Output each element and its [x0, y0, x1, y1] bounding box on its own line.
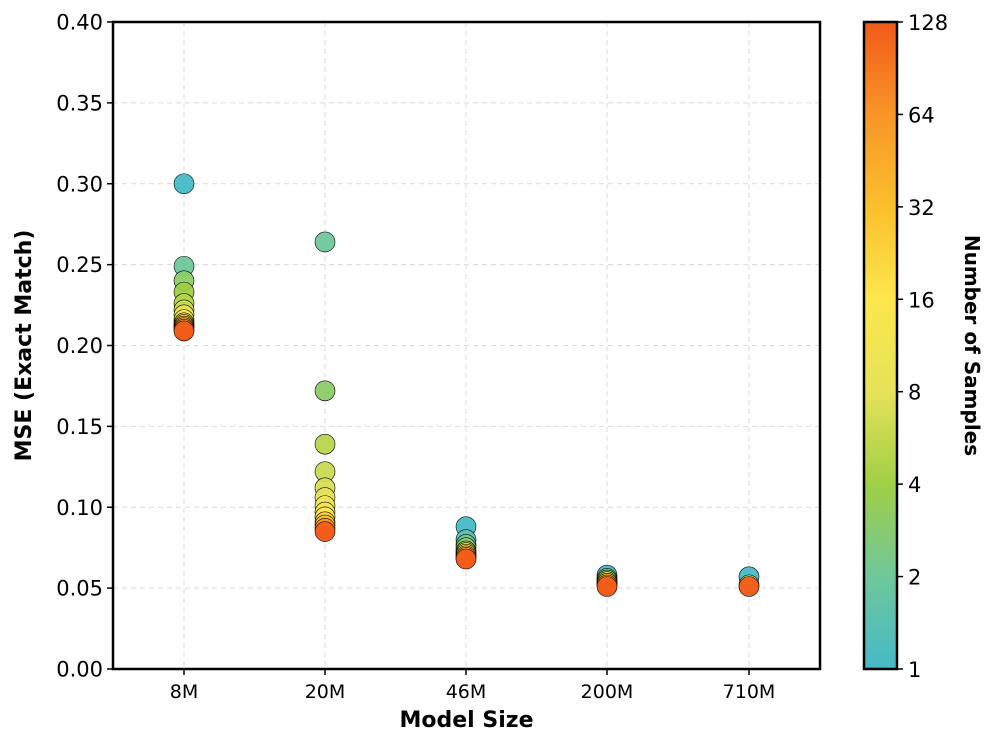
data-point [314, 521, 336, 542]
colorbar-tick-label: 64 [908, 103, 935, 127]
x-axis-ticks: 8M 20M 46M 200M 710M [170, 669, 776, 703]
y-tick-label: 0.15 [56, 415, 103, 439]
y-axis-title: MSE (Exact Match) [12, 230, 37, 462]
colorbar-tick-label: 128 [908, 11, 948, 35]
y-tick-label: 0.05 [56, 577, 103, 601]
colorbar-tick-label: 1 [908, 658, 921, 682]
data-points [173, 173, 760, 597]
data-point [596, 576, 618, 597]
data-point [738, 576, 760, 597]
colorbar-tick-label: 8 [908, 381, 921, 405]
colorbar [862, 20, 899, 671]
y-tick-label: 0.40 [56, 11, 103, 35]
x-tick-label: 8M [170, 681, 198, 703]
grid-lines [113, 21, 820, 670]
x-tick-label: 20M [305, 681, 346, 703]
colorbar-title: Number of Samples [960, 235, 984, 456]
x-axis-title: Model Size [400, 708, 534, 733]
data-point [314, 231, 336, 253]
y-tick-label: 0.25 [56, 253, 103, 277]
data-point [173, 320, 195, 342]
x-tick-label: 710M [723, 681, 776, 703]
y-tick-label: 0.00 [56, 658, 103, 682]
y-tick-label: 0.30 [56, 172, 103, 196]
data-point [173, 173, 195, 195]
y-tick-label: 0.10 [56, 496, 103, 520]
colorbar-ticks: 1 2 4 8 16 32 64 128 [897, 11, 948, 682]
x-tick-label: 46M [446, 681, 487, 703]
colorbar-tick-label: 4 [908, 473, 921, 497]
data-point [314, 380, 336, 402]
colorbar-tick-label: 2 [908, 566, 921, 590]
y-tick-label: 0.20 [56, 334, 103, 358]
data-point [314, 433, 336, 455]
x-tick-label: 200M [581, 681, 634, 703]
colorbar-tick-label: 16 [908, 288, 935, 312]
y-axis-ticks: 0.00 0.05 0.10 0.15 0.20 0.25 0.30 0.35 0.40 [56, 11, 113, 682]
colorbar-tick-label: 32 [908, 196, 935, 220]
y-tick-label: 0.35 [56, 91, 103, 115]
data-point [455, 548, 477, 570]
